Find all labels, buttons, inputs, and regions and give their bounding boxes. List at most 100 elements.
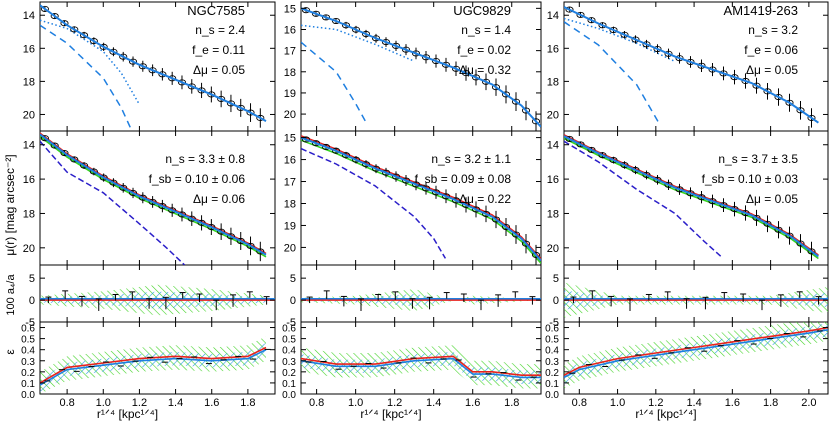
data-point <box>587 146 596 153</box>
fit-stat-mid: n_s = 3.7 ± 3.5 <box>718 152 798 166</box>
ylabel-a4: 100 a₄/a <box>5 274 17 316</box>
y-tick-label: 0.1 <box>545 379 559 390</box>
y-tick-label: 5 <box>553 273 559 285</box>
data-point <box>565 6 574 13</box>
data-point <box>351 156 361 163</box>
sersic-fit-line <box>40 133 267 256</box>
data-point <box>411 181 421 188</box>
data-point <box>401 177 411 184</box>
fit-stat-mid: Δμ = 0.06 <box>193 192 245 206</box>
y-tick-label: 0.1 <box>21 379 35 390</box>
fit-stat-top: Δμ = 0.32 <box>459 63 511 77</box>
y-tick-label: 0.3 <box>282 357 296 368</box>
mu-panel-mid <box>40 132 267 265</box>
data-point <box>40 5 49 12</box>
data-point <box>256 248 265 255</box>
data-point <box>99 43 108 50</box>
y-tick-label: 15 <box>284 3 296 15</box>
a4-panel <box>564 282 828 318</box>
data-point <box>301 7 311 14</box>
mu-panel-top <box>301 7 541 131</box>
mu-panel-top <box>564 6 819 128</box>
data-point <box>598 22 607 29</box>
data-point <box>80 162 89 169</box>
eps-blue-line <box>40 348 267 386</box>
data-point <box>128 58 138 65</box>
data-point <box>565 135 574 142</box>
data-point <box>451 197 461 204</box>
ylabel-eps: ε <box>3 349 17 355</box>
data-point <box>168 75 177 82</box>
x-tick-label: 1.6 <box>465 397 480 409</box>
data-point <box>138 63 147 70</box>
residual-dashed-profile <box>301 147 447 259</box>
data-point <box>70 156 79 163</box>
data-point <box>653 45 662 53</box>
y-tick-label: 20 <box>547 243 559 255</box>
y-tick-label: 0 <box>290 295 296 307</box>
data-point <box>119 53 128 60</box>
bulge-component-dashed <box>40 24 132 129</box>
data-point <box>521 240 531 247</box>
x-axis-label: r¹ᐟ⁴ [kpc¹ᐟ⁴] <box>635 407 696 421</box>
fit-stat-top: Δμ = 0.05 <box>746 63 798 77</box>
data-point <box>796 107 805 114</box>
y-tick-label: -5 <box>286 317 296 329</box>
data-point <box>236 104 245 111</box>
galaxy-name: AM1419-263 <box>724 3 798 18</box>
y-tick-label: 0.4 <box>21 346 35 357</box>
bulge-component-dashed <box>564 21 661 125</box>
data-point <box>341 22 351 29</box>
data-point <box>177 79 187 86</box>
x-tick-label: 1.8 <box>504 397 519 409</box>
y-tick-label: 17 <box>284 177 296 189</box>
disk-component-dotted <box>564 17 676 63</box>
fit-stat-top: n_s = 2.4 <box>195 23 245 37</box>
data-point <box>576 141 585 148</box>
x-tick-label: 1.2 <box>648 397 663 409</box>
data-point <box>109 179 118 186</box>
eps-panel <box>40 336 271 394</box>
y-tick-label: 0.5 <box>282 335 296 346</box>
data-point <box>697 62 706 69</box>
x-tick-label: 2.0 <box>801 397 816 409</box>
data-point <box>89 38 98 45</box>
data-point <box>708 66 717 73</box>
data-point <box>391 42 401 49</box>
y-tick-label: -5 <box>25 317 35 329</box>
a4-panel <box>301 289 541 311</box>
data-point <box>730 74 739 81</box>
fit-stat-mid: f_sb = 0.10 ± 0.06 <box>149 172 246 186</box>
data-point <box>491 216 501 223</box>
data-point <box>321 14 331 21</box>
eps-blue-line <box>564 329 828 379</box>
data-point <box>664 181 673 188</box>
fit-stat-mid: f_sb = 0.10 ± 0.03 <box>702 172 799 186</box>
bulge-component-dashed <box>301 41 368 126</box>
data-point <box>807 114 816 121</box>
y-tick-label: 20 <box>23 109 35 121</box>
y-tick-label: 18 <box>23 208 35 220</box>
data-point <box>653 176 662 183</box>
y-tick-label: 0.4 <box>282 346 296 357</box>
data-point <box>620 161 629 169</box>
fit-stat-top: n_s = 1.4 <box>461 23 511 37</box>
data-point <box>321 143 331 151</box>
fit-stat-top: f_e = 0.02 <box>457 43 511 57</box>
data-point <box>421 185 431 192</box>
galaxy-name: UGC9829 <box>453 3 511 18</box>
data-point <box>226 233 235 240</box>
y-tick-label: 16 <box>284 155 296 167</box>
y-tick-label: 16 <box>547 174 559 186</box>
data-point <box>381 39 391 46</box>
panel-column-ngc7585: 14 16 18 20 n_s = 2.4 f_e = 0.11 Δμ = 0.05 NGC7… <box>21 1 276 421</box>
data-point <box>741 77 750 85</box>
data-point <box>730 206 739 213</box>
y-tick-label: 15 <box>284 133 296 145</box>
fit-stat-mid: n_s = 3.3 ± 0.8 <box>165 152 245 166</box>
y-tick-label: 16 <box>547 43 559 55</box>
x-tick-label: 1.4 <box>426 397 441 409</box>
x-tick-label: 1.6 <box>204 397 219 409</box>
y-tick-label: 18 <box>284 198 296 210</box>
